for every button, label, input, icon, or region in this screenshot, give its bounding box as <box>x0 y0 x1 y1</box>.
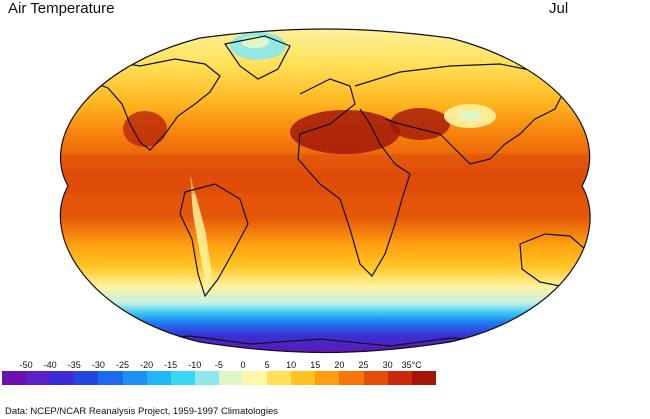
legend-tick-label: -40 <box>43 360 57 370</box>
legend-tick-label: 5 <box>264 360 270 370</box>
legend-tick-label: 25 <box>358 360 369 370</box>
legend-tick-label: 35°C <box>401 360 422 370</box>
legend-tick-label: -30 <box>91 360 105 370</box>
legend-swatch <box>170 371 196 385</box>
legend-swatch <box>2 371 27 385</box>
legend-swatch <box>267 371 292 385</box>
legend-swatch <box>194 371 220 385</box>
world-temperature-map <box>59 28 591 354</box>
legend-swatch <box>363 371 389 385</box>
legend-swatch <box>50 371 75 385</box>
legend-swatch <box>243 371 268 385</box>
legend-tick-label: 0 <box>240 360 246 370</box>
legend-swatch <box>98 371 123 385</box>
legend-swatch <box>411 371 437 385</box>
legend-tick-label: -10 <box>188 360 202 370</box>
legend-tick-label: 10 <box>286 360 297 370</box>
legend-swatch <box>315 371 340 385</box>
legend-swatch <box>146 371 172 385</box>
legend-tick-label: -5 <box>214 360 223 370</box>
color-legend: -50 -40 -35 -30 -25 -20 -15 -10 -5 0 5 10 15 20 25 30 35… <box>0 360 650 392</box>
temperature-field <box>60 29 591 353</box>
north-america-outline <box>78 58 221 151</box>
data-source: Data: NCEP/NCAR Reanalysis Project, 1959… <box>5 406 278 417</box>
legend-swatch <box>218 371 244 385</box>
europe-africa-outline <box>297 78 411 277</box>
map-title: Air Temperature <box>8 0 115 17</box>
greenland-outline <box>223 35 291 80</box>
map-border <box>59 28 591 354</box>
legend-swatch <box>339 371 364 385</box>
legend-swatch <box>122 371 148 385</box>
south-america-outline <box>179 183 249 298</box>
legend-tick-label: 15 <box>310 360 321 370</box>
legend-tick-label: -15 <box>164 360 178 370</box>
legend-tick-label: 20 <box>334 360 345 370</box>
legend-tick-label: -25 <box>115 360 130 370</box>
legend-swatch <box>387 371 413 385</box>
legend-tick-label: -20 <box>140 360 154 370</box>
legend-tick-label: -50 <box>19 360 33 370</box>
asia-outline <box>354 63 566 165</box>
antarctica-outline <box>129 335 521 347</box>
legend-swatch <box>74 371 99 385</box>
month-label: Jul <box>549 0 569 17</box>
legend-tick-label: -35 <box>67 360 81 370</box>
coastlines <box>78 35 586 347</box>
legend-swatch <box>26 371 51 385</box>
legend-swatch <box>291 371 316 385</box>
legend-tick-label: 30 <box>382 360 393 370</box>
